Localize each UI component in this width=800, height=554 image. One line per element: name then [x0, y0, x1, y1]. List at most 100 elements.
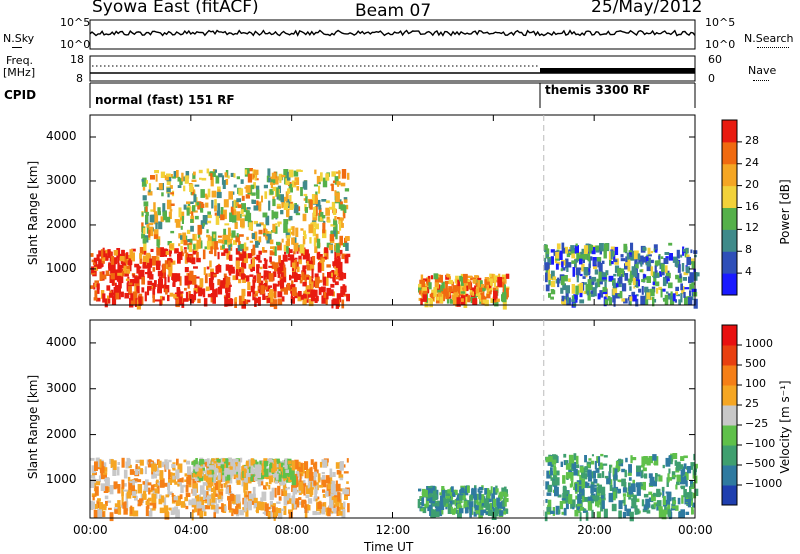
- data-cell: [192, 249, 196, 255]
- data-cell: [183, 185, 186, 192]
- data-cell: [447, 497, 453, 501]
- data-cell: [582, 487, 585, 491]
- data-cell: [273, 299, 278, 310]
- data-cell: [124, 292, 130, 299]
- data-cell: [274, 246, 277, 256]
- data-cell: [193, 194, 197, 203]
- data-cell: [475, 505, 479, 511]
- data-cell: [122, 502, 127, 509]
- data-cell: [192, 473, 195, 476]
- data-cell: [276, 187, 279, 197]
- data-cell: [277, 280, 282, 285]
- data-cell: [271, 261, 275, 270]
- data-cell: [680, 469, 684, 476]
- data-cell: [197, 461, 201, 468]
- data-cell: [675, 291, 678, 295]
- data-cell: [468, 501, 474, 507]
- data-cell: [304, 207, 308, 213]
- data-cell: [653, 502, 658, 507]
- data-cell: [318, 182, 321, 185]
- data-cell: [314, 469, 318, 477]
- data-cell: [339, 488, 345, 492]
- data-cell: [167, 193, 170, 198]
- data-cell: [505, 508, 509, 514]
- data-cell: [302, 213, 307, 222]
- data-cell: [96, 283, 100, 290]
- data-cell: [247, 291, 252, 297]
- data-cell: [95, 481, 101, 486]
- data-cell: [230, 243, 233, 247]
- y-tick-label: 4000: [46, 128, 77, 143]
- data-cell: [322, 177, 328, 188]
- colorbar-tick-label: 25: [745, 397, 759, 410]
- data-cell: [193, 266, 198, 269]
- data-cell: [167, 482, 171, 491]
- data-cell: [561, 242, 565, 250]
- data-cell: [602, 277, 607, 280]
- data-cell: [235, 494, 241, 504]
- data-cell: [331, 270, 335, 273]
- data-cell: [606, 477, 611, 485]
- data-cell: [256, 472, 261, 479]
- data-cell: [194, 215, 199, 220]
- station-title: Syowa East (fitACF): [92, 0, 259, 17]
- data-cell: [172, 475, 175, 480]
- data-cell: [652, 296, 655, 307]
- data-cell: [463, 273, 468, 284]
- data-cell: [604, 475, 609, 479]
- data-cell: [110, 270, 115, 275]
- data-cell: [636, 469, 641, 477]
- data-cell: [158, 276, 163, 285]
- data-cell: [469, 507, 473, 514]
- data-cell: [316, 175, 321, 184]
- data-cell: [598, 271, 602, 282]
- data-cell: [226, 459, 229, 468]
- data-cell: [316, 238, 321, 249]
- data-cell: [151, 508, 156, 511]
- data-cell: [98, 475, 101, 483]
- data-cell: [265, 215, 270, 226]
- data-cell: [244, 168, 250, 177]
- data-cell: [343, 285, 347, 293]
- data-cell: [100, 249, 104, 259]
- data-cell: [250, 285, 255, 293]
- data-cell: [337, 511, 343, 516]
- data-cell: [141, 287, 145, 293]
- data-cell: [303, 486, 306, 496]
- data-cell: [303, 234, 307, 239]
- data-cell: [253, 205, 259, 211]
- data-cell: [109, 290, 112, 294]
- data-cell: [238, 295, 244, 305]
- data-cell: [502, 511, 506, 515]
- data-cell: [193, 503, 198, 513]
- data-cell: [270, 182, 273, 189]
- data-cell: [587, 469, 592, 477]
- data-cell: [614, 468, 618, 478]
- data-cell: [674, 505, 679, 511]
- data-cell: [636, 482, 641, 488]
- data-cell: [643, 504, 648, 511]
- data-cell: [337, 265, 342, 273]
- data-cell: [611, 503, 617, 512]
- data-cell: [262, 511, 266, 514]
- data-cell: [590, 290, 594, 294]
- data-cell: [302, 181, 306, 189]
- data-cell: [577, 503, 582, 507]
- data-cell: [309, 482, 314, 490]
- data-cell: [683, 272, 689, 276]
- data-cell: [581, 248, 586, 254]
- x-axis-label: Time UT: [364, 540, 414, 554]
- data-cell: [652, 492, 656, 497]
- data-cell: [684, 499, 689, 503]
- data-cell: [601, 500, 605, 509]
- data-cell: [692, 483, 695, 489]
- data-cell: [609, 256, 612, 266]
- data-cell: [281, 296, 285, 302]
- data-cell: [263, 282, 268, 287]
- data-cell: [145, 500, 150, 505]
- data-cell: [218, 488, 224, 492]
- data-cell: [552, 473, 556, 480]
- data-cell: [292, 491, 296, 501]
- data-cell: [99, 263, 103, 268]
- data-cell: [304, 504, 308, 513]
